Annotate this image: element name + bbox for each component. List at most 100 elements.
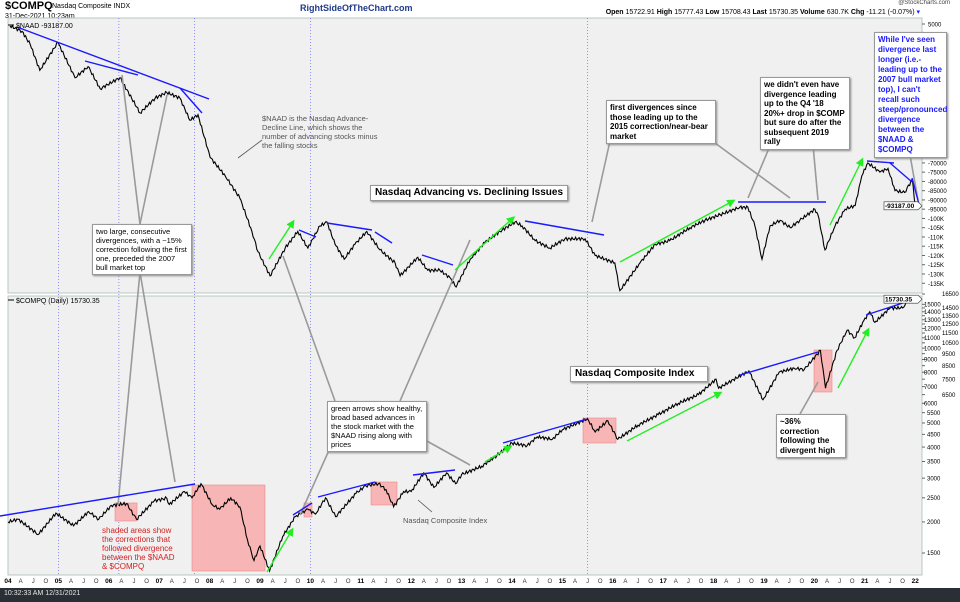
- compq-note: Nasdaq Composite Index: [403, 516, 488, 525]
- chart-datetime: 31-Dec-2021 10:23am: [5, 13, 75, 20]
- naad-legend: $NAAD -93187.00: [16, 23, 73, 30]
- green-arrows-callout: green arrows show healthy, broad based a…: [327, 401, 427, 452]
- x-tick-label: O: [799, 579, 804, 585]
- note-arrow: [417, 499, 433, 513]
- x-tick-label: 10: [307, 578, 315, 585]
- y-tick-label: -135K: [928, 282, 944, 288]
- y-tick-label: 6500: [942, 393, 956, 399]
- x-tick-label: O: [447, 579, 452, 585]
- correction-shade: [303, 502, 313, 518]
- x-tick-label: 16: [609, 578, 617, 585]
- x-tick-label: 09: [256, 578, 264, 585]
- x-tick-label: A: [220, 579, 224, 585]
- x-tick-label: A: [523, 579, 527, 585]
- x-tick-label: J: [233, 579, 236, 585]
- callout-pointer: [299, 447, 331, 516]
- y-tick-label: -110K: [928, 235, 944, 241]
- y-tick-label: 1500: [927, 551, 941, 557]
- x-tick-label: O: [648, 579, 653, 585]
- x-tick-label: 06: [105, 578, 113, 585]
- x-tick-label: 08: [206, 578, 214, 585]
- price-trendline: [317, 481, 376, 498]
- y-tick-label: 12500: [942, 322, 959, 328]
- green-advance-arrow: [619, 199, 736, 263]
- x-tick-label: J: [485, 579, 488, 585]
- y-tick-label: 3000: [927, 476, 941, 482]
- x-tick-label: 19: [760, 578, 768, 585]
- x-tick-label: J: [334, 579, 337, 585]
- green-advance-arrow: [268, 219, 295, 260]
- y-tick-label: -120K: [928, 254, 944, 260]
- y-tick-label: 7000: [924, 385, 938, 391]
- x-tick-label: O: [497, 579, 502, 585]
- chg-label: Chg: [850, 9, 865, 16]
- x-tick-label: J: [284, 579, 287, 585]
- callout-pointer: [591, 131, 613, 223]
- price-trendline: [292, 502, 313, 516]
- chg-down-icon: ▾: [916, 9, 920, 16]
- x-tick-label: J: [637, 579, 640, 585]
- x-tick-label: O: [94, 579, 99, 585]
- y-tick-label: 4500: [927, 433, 941, 439]
- divergence-trendline: [84, 60, 139, 76]
- x-tick-label: A: [472, 579, 476, 585]
- correction-shade: [114, 502, 138, 522]
- low-value: 15708.43: [721, 9, 751, 16]
- volume-label: Volume: [799, 9, 825, 16]
- naad-title-box: Nasdaq Advancing vs. Declining Issues: [370, 185, 569, 201]
- y-tick-label: 3500: [927, 460, 941, 466]
- x-tick-label: 12: [408, 578, 416, 585]
- correction-shade: [191, 484, 266, 572]
- last-value-label: -93187.00: [885, 203, 915, 210]
- x-tick-label: A: [573, 579, 577, 585]
- x-tick-label: O: [598, 579, 603, 585]
- x-tick-label: J: [687, 579, 690, 585]
- correction-36-callout: ~36% correction following the divergent …: [776, 414, 846, 458]
- y-tick-label: 2500: [927, 496, 941, 502]
- x-tick-label: J: [183, 579, 186, 585]
- y-tick-label: 5000: [927, 421, 941, 427]
- divergence-trendline: [326, 222, 373, 231]
- x-tick-label: A: [825, 579, 829, 585]
- y-tick-label: 9000: [924, 358, 938, 364]
- green-advance-arrow: [626, 391, 723, 442]
- x-tick-label: A: [674, 579, 678, 585]
- chart-svg: 5000-50000-55000-60000-65000-70000-75000…: [0, 17, 959, 585]
- price-trendline: [0, 483, 196, 517]
- high-label: High: [656, 9, 673, 16]
- callout-pointer: [121, 74, 141, 225]
- low-label: Low: [705, 9, 720, 16]
- x-tick-label: O: [850, 579, 855, 585]
- green-advance-arrow: [837, 327, 870, 389]
- y-tick-label: 5000: [928, 23, 942, 29]
- x-tick-label: 18: [710, 578, 718, 585]
- site-watermark: RightSideOfTheChart.com: [300, 3, 413, 13]
- callout-pointer: [424, 439, 471, 466]
- y-tick-label: -115K: [928, 245, 944, 251]
- x-tick-label: A: [19, 579, 23, 585]
- y-tick-label: -130K: [928, 273, 944, 279]
- x-tick-label: A: [271, 579, 275, 585]
- x-tick-label: 14: [508, 578, 516, 585]
- divergence-trendline: [889, 162, 913, 183]
- green-advance-arrow: [266, 527, 294, 573]
- divergence-trendline: [179, 87, 203, 114]
- x-tick-label: J: [536, 579, 539, 585]
- y-tick-label: -100K: [928, 217, 944, 223]
- y-tick-label: 6000: [924, 401, 938, 407]
- x-tick-label: A: [321, 579, 325, 585]
- x-tick-label: J: [133, 579, 136, 585]
- y-tick-label: 11500: [942, 331, 959, 337]
- x-tick-label: O: [699, 579, 704, 585]
- callout-pointer: [139, 94, 168, 225]
- y-tick-label: 16500: [942, 292, 959, 298]
- y-tick-label: -80000: [928, 180, 947, 186]
- chg-value: -11.21 (-0.07%): [866, 9, 915, 16]
- x-tick-label: 13: [458, 578, 466, 585]
- x-tick-label: A: [775, 579, 779, 585]
- x-tick-label: J: [586, 579, 589, 585]
- status-time: 10:32:33 AM 12/31/2021: [4, 590, 81, 597]
- x-tick-label: O: [396, 579, 401, 585]
- y-tick-label: 10500: [942, 341, 959, 347]
